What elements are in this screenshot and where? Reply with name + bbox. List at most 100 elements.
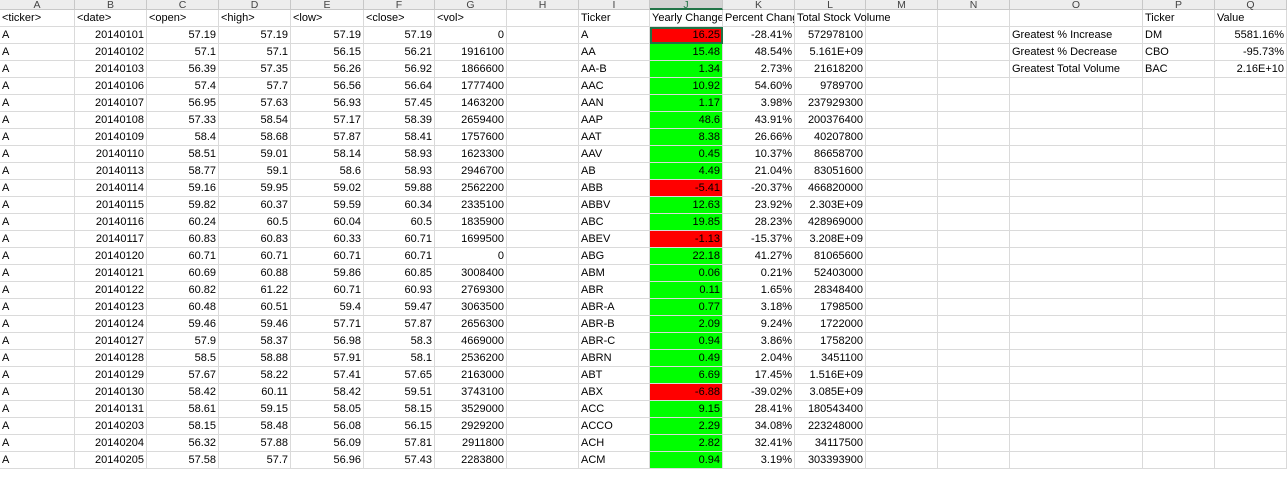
cell[interactable]	[1143, 418, 1215, 435]
summary-ticker-cell[interactable]: AAV	[579, 146, 650, 163]
column-header-b[interactable]: B	[75, 0, 147, 10]
cell[interactable]	[938, 129, 1010, 146]
summary-ticker-cell[interactable]: ABR-A	[579, 299, 650, 316]
cell[interactable]	[866, 95, 938, 112]
stock-value-cell[interactable]: 20140130	[75, 384, 147, 401]
stock-header-5[interactable]: <close>	[364, 10, 435, 27]
column-header-o[interactable]: O	[1010, 0, 1143, 10]
cell[interactable]	[1215, 197, 1287, 214]
stock-ticker-cell[interactable]: A	[0, 452, 75, 469]
cell[interactable]	[1143, 231, 1215, 248]
column-header-l[interactable]: L	[795, 0, 866, 10]
cell[interactable]	[1010, 265, 1143, 282]
stock-value-cell[interactable]: 2929200	[435, 418, 507, 435]
cell[interactable]	[1143, 435, 1215, 452]
cell[interactable]	[507, 95, 579, 112]
cell[interactable]	[866, 163, 938, 180]
cell[interactable]	[938, 248, 1010, 265]
stock-value-cell[interactable]: 1777400	[435, 78, 507, 95]
yearly-change-cell[interactable]: 0.49	[650, 350, 723, 367]
stock-value-cell[interactable]: 58.42	[291, 384, 364, 401]
cell[interactable]	[938, 282, 1010, 299]
stock-header-3[interactable]: <high>	[219, 10, 291, 27]
greatest-label-cell[interactable]: Greatest Total Volume	[1010, 61, 1143, 78]
cell[interactable]	[1143, 367, 1215, 384]
stock-value-cell[interactable]: 20140124	[75, 316, 147, 333]
cell[interactable]	[1215, 418, 1287, 435]
percent-change-cell[interactable]: 48.54%	[723, 44, 795, 61]
stock-value-cell[interactable]: 58.77	[147, 163, 219, 180]
stock-value-cell[interactable]: 58.41	[364, 129, 435, 146]
cell[interactable]	[507, 384, 579, 401]
stock-value-cell[interactable]: 57.1	[219, 44, 291, 61]
stock-value-cell[interactable]: 56.98	[291, 333, 364, 350]
cell[interactable]	[507, 333, 579, 350]
stock-value-cell[interactable]: 2656300	[435, 316, 507, 333]
percent-change-cell[interactable]: 21.04%	[723, 163, 795, 180]
yearly-change-cell[interactable]: 48.6	[650, 112, 723, 129]
stock-value-cell[interactable]: 3743100	[435, 384, 507, 401]
summary-ticker-cell[interactable]: ABR-C	[579, 333, 650, 350]
cell[interactable]	[1143, 384, 1215, 401]
cell[interactable]	[1010, 231, 1143, 248]
stock-value-cell[interactable]: 57.88	[219, 435, 291, 452]
greatest-value-cell[interactable]: 2.16E+10	[1215, 61, 1287, 78]
stock-value-cell[interactable]: 4669000	[435, 333, 507, 350]
column-header-a[interactable]: A	[0, 0, 75, 10]
stock-ticker-cell[interactable]: A	[0, 61, 75, 78]
summary-ticker-cell[interactable]: AAN	[579, 95, 650, 112]
cell[interactable]	[1215, 95, 1287, 112]
cell[interactable]	[866, 146, 938, 163]
total-volume-cell[interactable]: 34117500	[795, 435, 866, 452]
summary-ticker-cell[interactable]: A	[579, 27, 650, 44]
cell[interactable]	[507, 452, 579, 469]
stock-value-cell[interactable]: 60.11	[219, 384, 291, 401]
summary-ticker-cell[interactable]: ACM	[579, 452, 650, 469]
cell[interactable]	[1215, 452, 1287, 469]
cell[interactable]	[507, 282, 579, 299]
summary-ticker-cell[interactable]: AAT	[579, 129, 650, 146]
cell[interactable]	[1010, 401, 1143, 418]
stock-value-cell[interactable]: 60.33	[291, 231, 364, 248]
greatest-label-cell[interactable]: Greatest % Increase	[1010, 27, 1143, 44]
stock-header-1[interactable]: <date>	[75, 10, 147, 27]
greatest-ticker-cell[interactable]: DM	[1143, 27, 1215, 44]
cell[interactable]	[507, 418, 579, 435]
cell[interactable]	[1010, 350, 1143, 367]
summary-ticker-cell[interactable]: ACC	[579, 401, 650, 418]
stock-value-cell[interactable]: 56.15	[291, 44, 364, 61]
percent-change-cell[interactable]: -15.37%	[723, 231, 795, 248]
total-volume-cell[interactable]: 40207800	[795, 129, 866, 146]
summary-ticker-cell[interactable]: ABEV	[579, 231, 650, 248]
stock-value-cell[interactable]: 56.56	[291, 78, 364, 95]
cell[interactable]	[938, 27, 1010, 44]
stock-value-cell[interactable]: 57.19	[147, 27, 219, 44]
column-header-m[interactable]: M	[866, 0, 938, 10]
cell[interactable]	[507, 299, 579, 316]
cell[interactable]	[938, 163, 1010, 180]
cell[interactable]	[1143, 452, 1215, 469]
summary-ticker-cell[interactable]: ABT	[579, 367, 650, 384]
stock-value-cell[interactable]: 58.05	[291, 401, 364, 418]
stock-value-cell[interactable]: 20140121	[75, 265, 147, 282]
cell[interactable]	[1143, 129, 1215, 146]
cell[interactable]	[507, 231, 579, 248]
cell[interactable]	[507, 435, 579, 452]
stock-value-cell[interactable]: 2911800	[435, 435, 507, 452]
stock-value-cell[interactable]: 57.63	[219, 95, 291, 112]
cell[interactable]	[507, 214, 579, 231]
cell[interactable]	[1215, 146, 1287, 163]
cell[interactable]	[1215, 248, 1287, 265]
total-volume-cell[interactable]: 303393900	[795, 452, 866, 469]
stock-value-cell[interactable]: 59.59	[291, 197, 364, 214]
cell[interactable]	[1143, 265, 1215, 282]
stock-value-cell[interactable]: 58.68	[219, 129, 291, 146]
yearly-change-cell[interactable]: 16.25	[650, 27, 723, 44]
stock-value-cell[interactable]: 20140113	[75, 163, 147, 180]
stock-value-cell[interactable]: 59.51	[364, 384, 435, 401]
cell[interactable]	[507, 265, 579, 282]
stock-value-cell[interactable]: 59.47	[364, 299, 435, 316]
stock-value-cell[interactable]: 20140123	[75, 299, 147, 316]
summary-header-1[interactable]: Yearly Change	[650, 10, 723, 27]
cell[interactable]	[938, 401, 1010, 418]
